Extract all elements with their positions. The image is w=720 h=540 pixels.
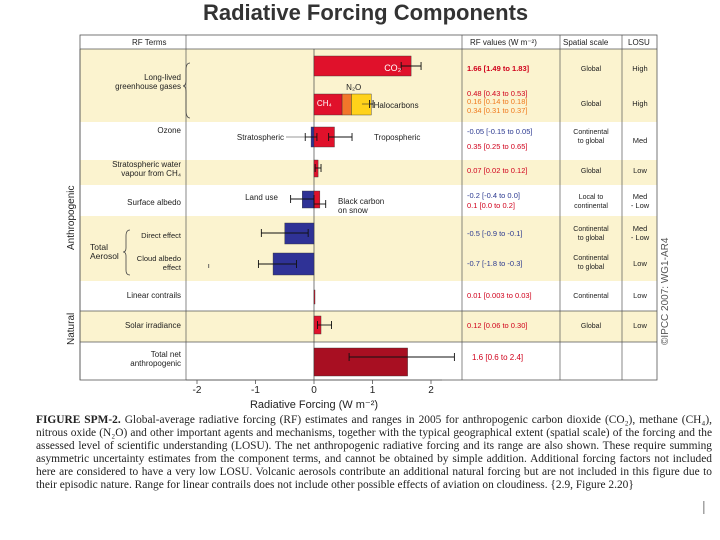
losu-cell: Low — [633, 166, 647, 175]
value-water-vapour: 0.07 [0.02 to 0.12] — [467, 166, 527, 175]
value-aerosol-cloud: -0.7 [-1.8 to -0.3] — [467, 259, 522, 268]
value-ch4: 0.48 [0.43 to 0.53] — [467, 89, 527, 98]
chart-title: Radiative Forcing Components — [203, 0, 529, 25]
scale-cell: continental — [574, 203, 608, 210]
label-stratospheric: Stratospheric — [237, 133, 284, 142]
bar-water-vapour — [313, 159, 319, 178]
losu-cell: Med — [633, 192, 648, 201]
losu-cell: Low — [633, 321, 647, 330]
header-values: RF values (W m⁻²) — [470, 38, 537, 47]
label-n2o: N₂O — [346, 83, 361, 92]
scale-cell: Global — [581, 101, 602, 108]
bar-aerosol-direct — [284, 222, 315, 245]
x-tick-label: 2 — [428, 385, 434, 396]
label-co2: CO₂ — [384, 63, 402, 73]
aerosol-brace — [122, 229, 131, 276]
value-aerosol-direct: -0.5 [-0.9 to -0.1] — [467, 229, 522, 238]
header-losu: LOSU — [628, 38, 650, 47]
term-label: Ozone — [157, 126, 181, 135]
row-band — [80, 281, 657, 311]
bar-black-carbon — [313, 190, 321, 209]
caption-body: Global-average radiative forcing (RF) es… — [36, 414, 713, 491]
term-label: Solar irradiance — [125, 321, 182, 330]
losu-cell: High — [632, 64, 647, 73]
value-solar: 0.12 [0.06 to 0.30] — [467, 321, 527, 330]
x-tick-label: -2 — [193, 385, 202, 396]
side-label-anthropogenic: Anthropogenic — [66, 186, 77, 251]
scale-cell: Global — [581, 66, 602, 73]
term-label: Stratospheric water — [112, 160, 181, 169]
scale-cell: to global — [578, 264, 605, 271]
scale-cell: Continental — [573, 255, 609, 262]
header-terms: RF Terms — [132, 38, 167, 47]
label-black-carbon: Black carbon — [338, 197, 384, 206]
figure-caption: FIGURE SPM-2. Global-average radiative f… — [36, 414, 712, 491]
row-band — [80, 122, 657, 160]
bar-n2o — [341, 93, 352, 116]
x-tick-label: 0 — [311, 385, 317, 396]
value-n2o: 0.16 [0.14 to 0.18] — [467, 97, 527, 106]
scale-cell: to global — [578, 235, 605, 242]
forcing-chart: RF Terms RF values (W m⁻²) Spatial scale LO… — [66, 34, 671, 411]
scale-cell: Continental — [573, 226, 609, 233]
ghg-brace — [182, 62, 191, 119]
scale-cell: Global — [581, 323, 602, 330]
label-halocarbons: Halocarbons — [374, 101, 419, 110]
bar-halocarbons — [351, 93, 372, 116]
x-tick-label: 1 — [370, 385, 376, 396]
value-black-carbon: 0.1 [0.0 to 0.2] — [467, 201, 515, 210]
losu-cell: Med — [633, 224, 648, 233]
term-label: Direct effect — [141, 231, 182, 240]
value-contrails: 0.01 [0.003 to 0.03] — [467, 291, 532, 300]
losu-cell: - Low — [631, 201, 650, 210]
scale-cell: Continental — [573, 293, 609, 300]
term-label: Aerosol — [90, 251, 119, 261]
label-black-carbon: on snow — [338, 206, 368, 215]
term-label: Cloud albedo — [137, 254, 181, 263]
value-land-use: -0.2 [-0.4 to 0.0] — [467, 191, 520, 200]
value-ozone-trop: 0.35 [0.25 to 0.65] — [467, 142, 527, 151]
term-label: anthropogenic — [130, 359, 181, 368]
value-net: 1.6 [0.6 to 2.4] — [472, 353, 523, 362]
value-ozone-strat: -0.05 [-0.15 to 0.05] — [467, 127, 532, 136]
row-band — [80, 185, 657, 216]
row-band — [80, 311, 657, 342]
bar-contrails — [313, 289, 316, 305]
scale-cell: Continental — [573, 129, 609, 136]
losu-cell: - Low — [631, 233, 650, 242]
row-band — [80, 216, 657, 281]
losu-cell: Low — [633, 259, 647, 268]
scale-cell: Global — [581, 168, 602, 175]
row-band — [80, 160, 657, 185]
scale-cell: to global — [578, 138, 605, 145]
term-label: effect — [163, 263, 182, 272]
x-tick-label: -1 — [251, 385, 260, 396]
value-co2: 1.66 [1.49 to 1.83] — [467, 64, 530, 73]
term-label: Linear contrails — [127, 291, 181, 300]
term-label: vapour from CH₄ — [121, 169, 181, 178]
label-land-use: Land use — [245, 193, 278, 202]
x-axis-label: Radiative Forcing (W m⁻²) — [250, 399, 378, 411]
term-label: Total net — [151, 350, 182, 359]
value-halocarbons: 0.34 [0.31 to 0.37] — [467, 106, 527, 115]
caption-head: FIGURE SPM-2. — [36, 414, 121, 426]
losu-cell: Low — [633, 291, 647, 300]
losu-cell: Med — [633, 136, 648, 145]
label-ch4: CH₄ — [317, 99, 332, 108]
losu-cell: High — [632, 99, 647, 108]
bar-land-use — [302, 190, 315, 209]
side-label-natural: Natural — [66, 313, 77, 345]
label-tropospheric: Tropospheric — [374, 133, 420, 142]
bar-net-anthropogenic — [313, 347, 408, 377]
term-label: greenhouse gases — [115, 82, 181, 91]
term-label: Total — [90, 242, 108, 252]
term-label: Surface albedo — [127, 198, 181, 207]
stray-mark: | — [702, 498, 706, 514]
scale-cell: Local to — [579, 194, 604, 201]
header-scale: Spatial scale — [563, 38, 609, 47]
term-label: Long-lived — [144, 73, 181, 82]
copyright-notice: ©IPCC 2007: WG1-AR4 — [660, 237, 671, 345]
